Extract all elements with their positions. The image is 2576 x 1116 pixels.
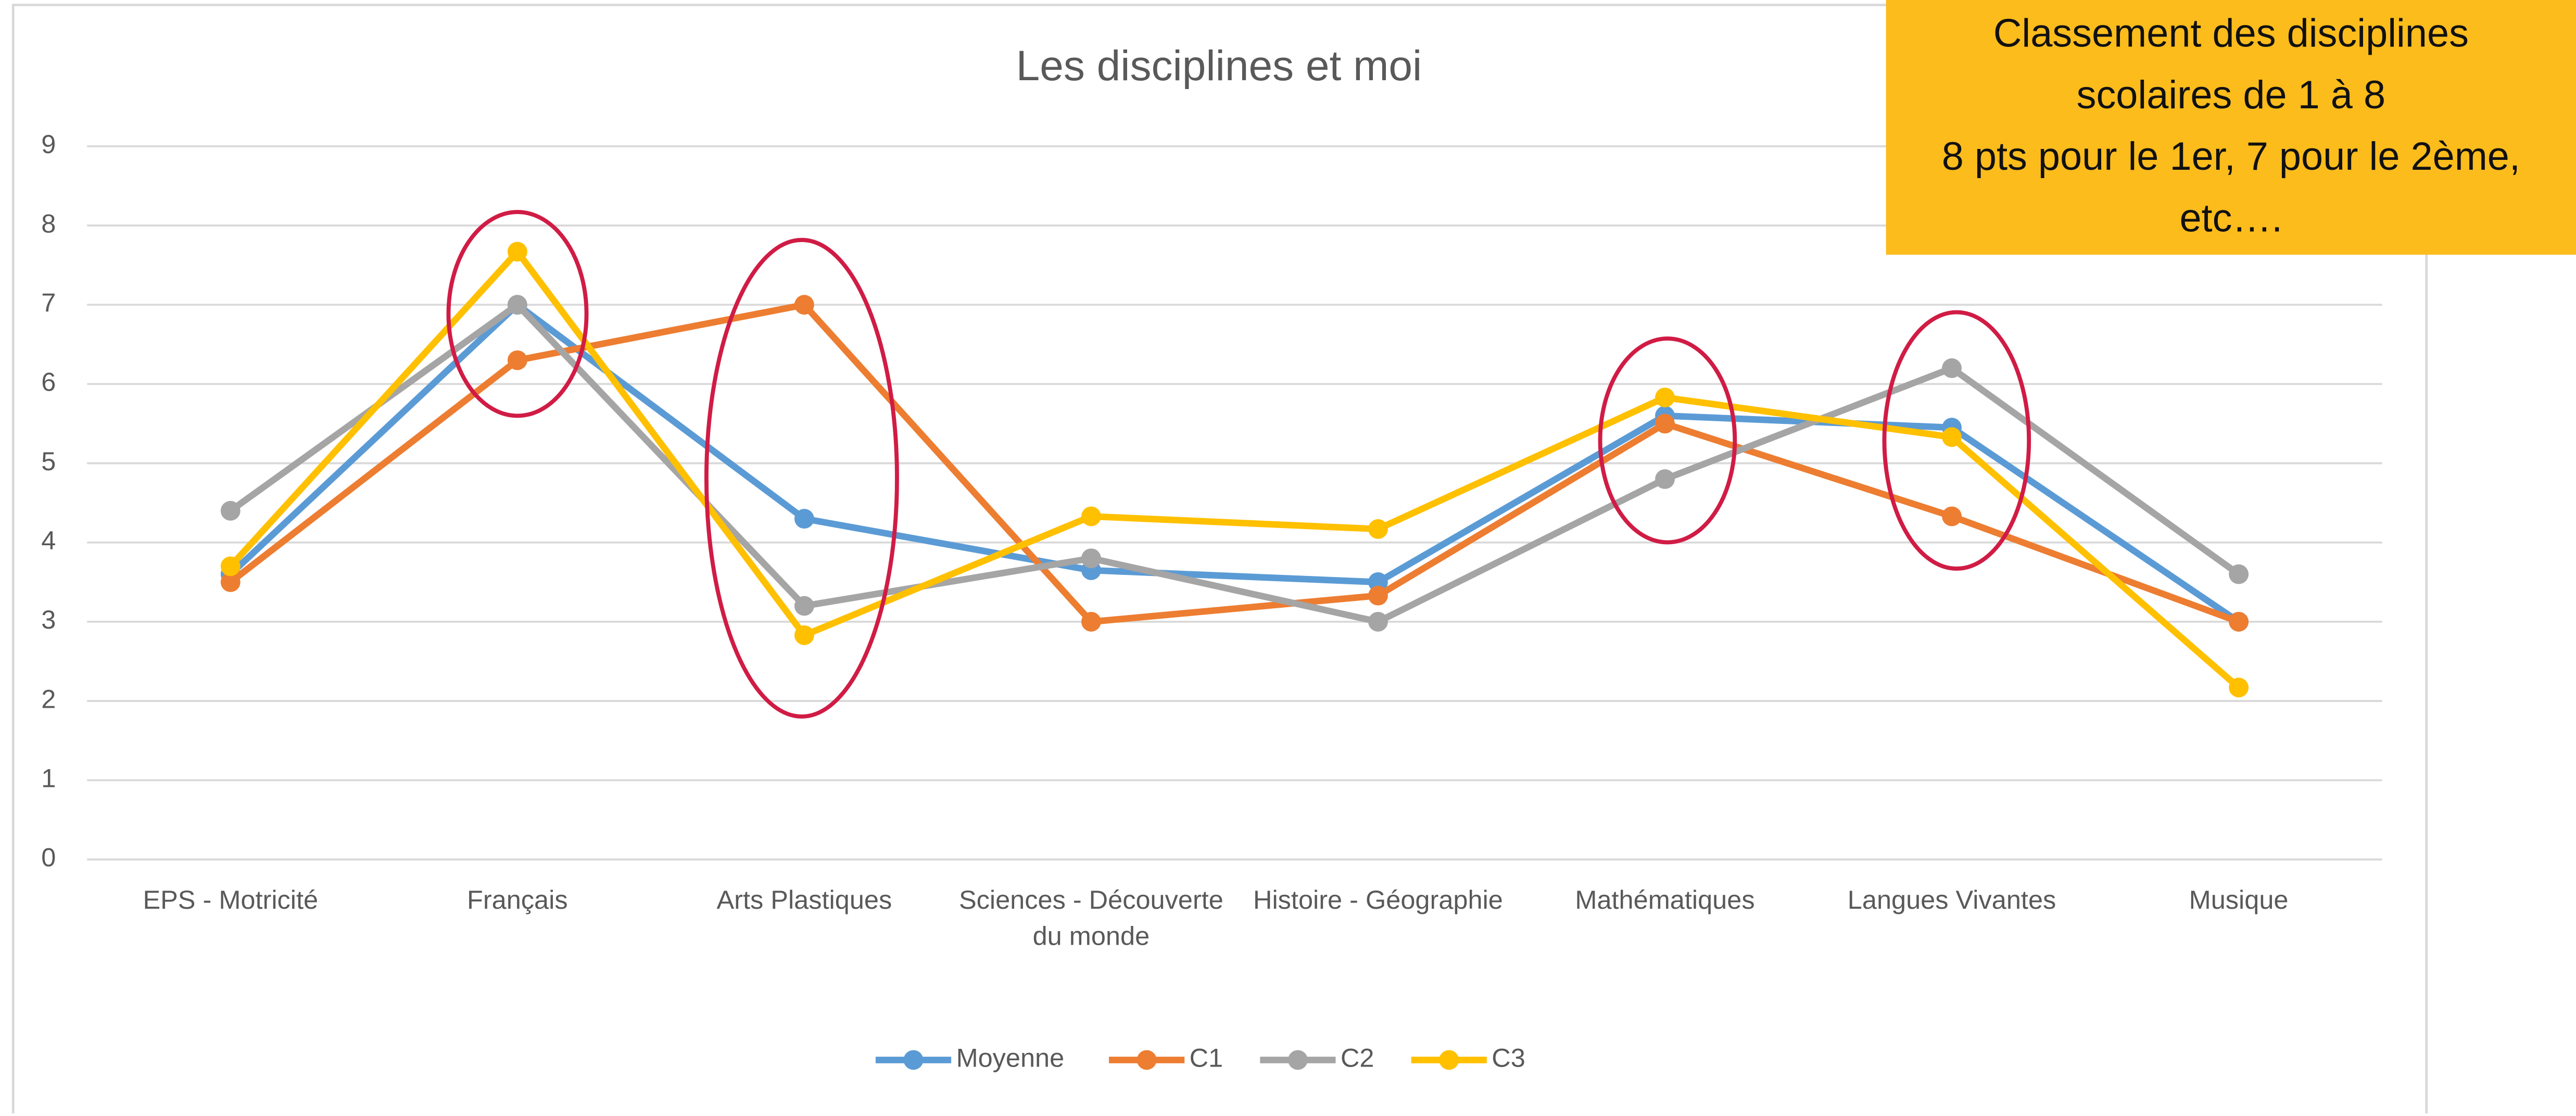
y-tick-label: 2 [41,684,56,713]
data-point [1081,611,1101,632]
y-tick-label: 0 [41,843,56,872]
data-point [1368,585,1388,606]
series-line [227,248,2242,691]
x-tick-label: Langues Vivantes [1847,887,2056,916]
x-tick-label-box: Histoire - Géographie [1253,887,1503,916]
data-point [794,295,814,315]
data-point [1368,611,1388,632]
data-point [794,509,814,529]
data-point [220,500,241,521]
data-point [1655,413,1675,434]
x-tick-label: Français [466,887,568,916]
data-point [220,572,241,592]
x-tick-label-box: Mathématiques [1575,887,1755,916]
highlight-ellipse [446,210,589,418]
y-tick-label: 8 [41,208,56,238]
series-line [227,301,2242,625]
x-tick-label: EPS - Motricité [143,887,319,916]
x-tick-label: Mathématiques [1575,887,1755,916]
data-point [1655,387,1675,408]
data-point [2229,564,2249,584]
annotation-box [1886,0,2576,255]
chart-title: Les disciplines et moi [1016,42,1422,90]
data-point [1081,506,1101,526]
y-tick-label: 9 [41,129,56,159]
x-tick-label-box: EPS - Motricité [143,887,319,916]
legend-label: C2 [1341,1043,1374,1073]
y-tick-label: 3 [41,605,56,634]
annotation-line: Classement des disciplines [1993,11,2469,55]
annotation-line: 8 pts pour le 1er, 7 pour le 2ème, [1942,134,2520,179]
legend-label: C1 [1190,1043,1223,1073]
data-point [507,242,527,262]
series-line [227,301,2242,625]
data-point [1655,469,1675,489]
y-tick-label: 7 [41,288,56,318]
data-point [794,596,814,616]
legend-label: C3 [1492,1043,1525,1073]
highlight-ellipses [446,210,2031,719]
legend-marker [903,1050,924,1070]
y-tick-label: 6 [41,367,56,397]
data-point [1942,506,1962,526]
highlight-ellipse [1882,310,2031,571]
data-point [507,295,527,315]
data-point [1942,427,1962,447]
data-point [2229,678,2249,698]
legend-marker [1137,1050,1157,1070]
data-point [1081,548,1101,569]
data-point [2229,611,2249,632]
x-tick-label-box: Sciences - Découverte du monde [958,887,1223,951]
data-point [1368,572,1388,592]
legend-marker [1439,1050,1459,1070]
y-tick-label: 5 [41,446,56,476]
data-point [1942,358,1962,378]
x-tick-label: Histoire - Géographie [1253,887,1503,916]
x-tick-label: Arts Plastiques [716,887,892,916]
x-tick-label: Sciences - Découverte du monde [958,887,1223,951]
x-tick-label: Musique [2189,887,2289,916]
x-tick-label-box: Arts Plastiques [716,887,892,916]
x-tick-label-box: Musique [2189,887,2289,916]
legend-label: Moyenne [956,1043,1065,1073]
data-point [507,350,527,370]
x-tick-label-box: Français [466,887,568,916]
annotation-line: scolaires de 1 à 8 [2077,73,2385,117]
highlight-ellipse [704,237,899,719]
data-point [220,556,241,576]
data-point [1368,519,1388,539]
annotation-line: etc…. [2179,196,2282,240]
data-point [794,625,814,645]
highlight-ellipse [1598,336,1737,545]
y-tick-label: 1 [41,763,56,793]
y-tick-label: 4 [41,525,56,555]
x-tick-label-box: Langues Vivantes [1847,887,2056,916]
plot-area: 0 1 2 3 4 5 6 7 8 9 EPS - Motricité Français Arts Pl… [41,129,2382,1073]
annotation: Classement des disciplines scolaires de 1… [1942,11,2520,240]
legend-marker [1288,1050,1308,1070]
